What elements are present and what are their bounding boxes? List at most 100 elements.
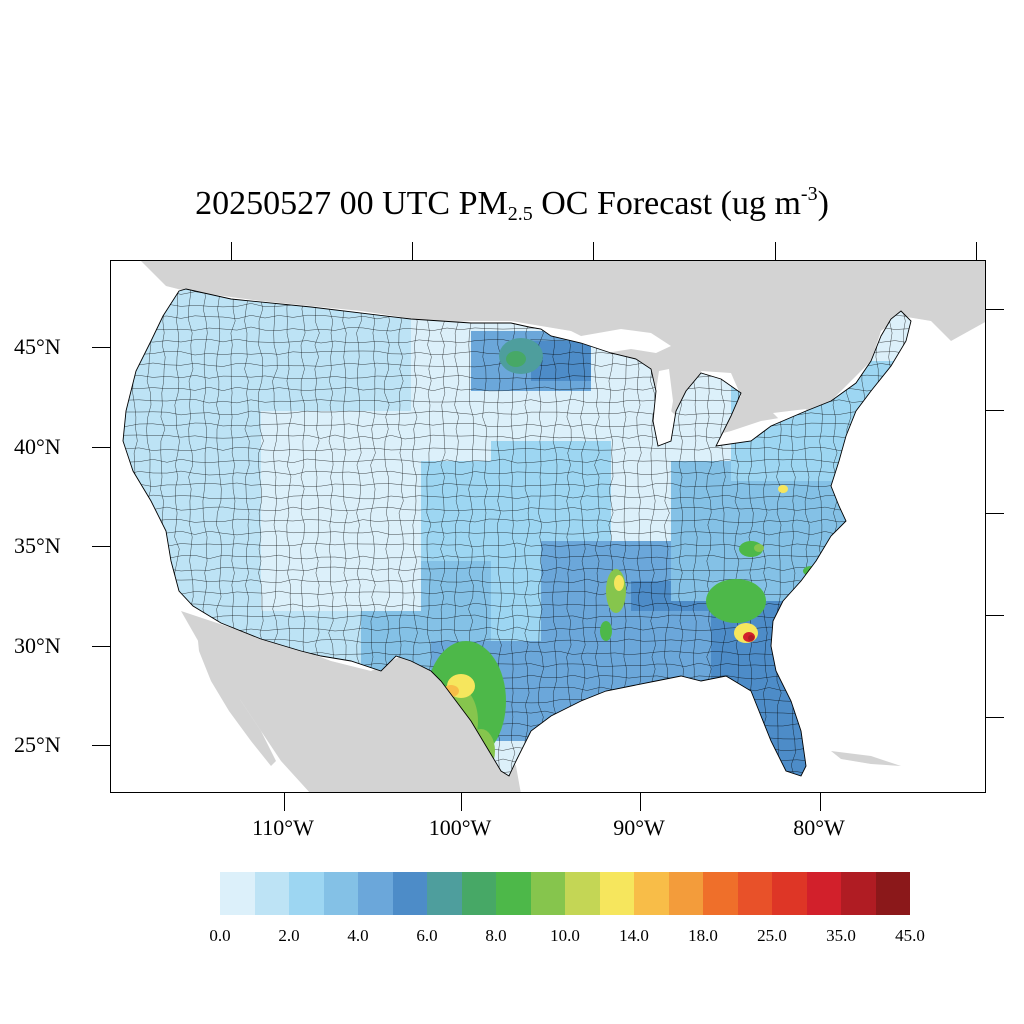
lat-label-40: 40°N bbox=[14, 434, 61, 459]
county-line bbox=[123, 410, 911, 416]
colorbar-segment bbox=[565, 872, 600, 915]
colorbar-segment bbox=[461, 872, 496, 915]
colorbar-segment bbox=[703, 872, 738, 915]
concentration-region bbox=[123, 381, 171, 581]
county-line bbox=[123, 470, 911, 476]
lat-tick-right bbox=[986, 513, 1004, 514]
colorbar-segment bbox=[323, 872, 358, 915]
county-line bbox=[123, 506, 911, 512]
lon-label-90: 90°W bbox=[613, 815, 665, 840]
colorbar-label: 0.0 bbox=[209, 926, 231, 945]
lon-label-100: 100°W bbox=[428, 815, 492, 840]
colorbar-segment bbox=[392, 872, 427, 915]
lat-tick-right bbox=[986, 309, 1004, 310]
county-line bbox=[123, 458, 911, 464]
lat-tick bbox=[92, 745, 110, 746]
colorbar-label: 10.0 bbox=[550, 926, 580, 945]
county-line bbox=[123, 447, 911, 451]
lat-tick-right bbox=[986, 410, 1004, 411]
county-line bbox=[917, 261, 922, 789]
lat-tick bbox=[92, 646, 110, 647]
colorbar-segment bbox=[427, 872, 462, 915]
lon-tick bbox=[640, 793, 641, 811]
plume-area bbox=[706, 579, 766, 623]
lat-tick bbox=[92, 347, 110, 348]
lon-tick-top bbox=[775, 242, 776, 260]
lon-label-80: 80°W bbox=[793, 815, 845, 840]
forecast-map bbox=[111, 261, 985, 792]
concentration-region bbox=[261, 411, 421, 611]
county-line bbox=[123, 434, 911, 440]
colorbar-segment bbox=[530, 872, 565, 915]
colorbar-segment bbox=[358, 872, 393, 915]
lat-tick bbox=[92, 546, 110, 547]
lat-tick-right bbox=[986, 717, 1004, 718]
colorbar-labels: 0.0 2.0 4.0 6.0 8.0 10.0 14.0 18.0 25.0 35.0 45.0 bbox=[200, 926, 930, 950]
canada-land bbox=[141, 261, 985, 436]
lon-tick bbox=[284, 793, 285, 811]
plume-area bbox=[606, 569, 626, 613]
map-frame bbox=[110, 260, 986, 793]
colorbar-segment bbox=[772, 872, 807, 915]
lon-tick bbox=[820, 793, 821, 811]
colorbar-segment bbox=[806, 872, 841, 915]
plume-area bbox=[754, 544, 764, 552]
county-line bbox=[973, 261, 978, 789]
baja-land bbox=[196, 621, 276, 766]
county-line bbox=[538, 289, 544, 776]
plume-area bbox=[778, 485, 788, 493]
colorbar-label: 45.0 bbox=[895, 926, 925, 945]
lon-tick-top bbox=[593, 242, 594, 260]
colorbar-segment bbox=[220, 872, 255, 915]
county-line bbox=[931, 261, 936, 789]
plume-area bbox=[748, 635, 754, 641]
lon-label-110: 110°W bbox=[252, 815, 314, 840]
colorbar-segment bbox=[737, 872, 772, 915]
lat-tick-right bbox=[986, 615, 1004, 616]
map-title: 20250527 00 UTC PM2.5 OC Forecast (ug m-… bbox=[195, 183, 829, 225]
colorbar-label: 18.0 bbox=[688, 926, 718, 945]
lon-tick-top bbox=[231, 242, 232, 260]
colorbar-segment bbox=[496, 872, 531, 915]
plume-area bbox=[614, 575, 624, 591]
colorbar-segment bbox=[599, 872, 634, 915]
colorbar-segment bbox=[254, 872, 289, 915]
county-line bbox=[510, 289, 516, 776]
county-line bbox=[123, 422, 911, 427]
colorbar-segment bbox=[668, 872, 703, 915]
county-line bbox=[123, 530, 911, 536]
colorbar-label: 25.0 bbox=[757, 926, 787, 945]
colorbar-label: 14.0 bbox=[619, 926, 649, 945]
colorbar-segment bbox=[875, 872, 910, 915]
colorbar-label: 2.0 bbox=[278, 926, 300, 945]
mexico-land bbox=[181, 611, 521, 792]
colorbar-segment bbox=[634, 872, 669, 915]
lake-michigan bbox=[653, 369, 673, 446]
county-line bbox=[123, 494, 911, 500]
colorbar-label: 4.0 bbox=[347, 926, 369, 945]
county-line bbox=[123, 770, 911, 776]
lon-tick-top bbox=[976, 242, 977, 260]
colorbar-segment bbox=[289, 872, 324, 915]
colorbar-label: 6.0 bbox=[416, 926, 438, 945]
us-outline bbox=[122, 288, 912, 777]
lake-superior bbox=[581, 329, 671, 353]
county-line bbox=[123, 518, 911, 524]
county-line bbox=[959, 261, 964, 789]
county-line bbox=[945, 261, 950, 789]
lat-label-30: 30°N bbox=[14, 633, 61, 658]
lat-label-25: 25°N bbox=[14, 732, 61, 757]
county-line bbox=[146, 289, 152, 776]
county-line bbox=[132, 289, 138, 776]
lat-label-45: 45°N bbox=[14, 334, 61, 359]
colorbar-label: 8.0 bbox=[485, 926, 507, 945]
lon-tick-top bbox=[412, 242, 413, 260]
county-line bbox=[123, 398, 911, 404]
lat-label-35: 35°N bbox=[14, 533, 61, 558]
plume-area bbox=[506, 351, 526, 367]
county-line bbox=[123, 289, 124, 776]
county-line bbox=[111, 783, 979, 787]
colorbar-segment bbox=[841, 872, 876, 915]
plume-area bbox=[600, 621, 612, 641]
county-line bbox=[123, 734, 911, 740]
